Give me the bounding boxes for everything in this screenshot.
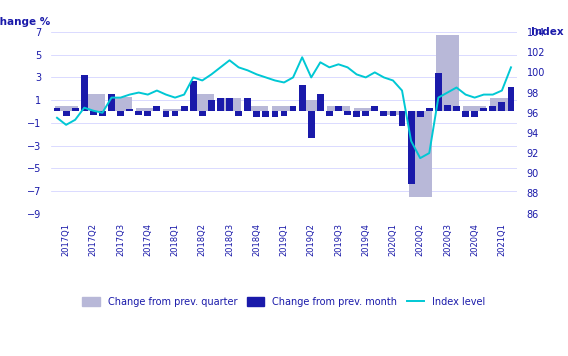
Bar [335,106,342,111]
Bar [417,111,424,117]
Bar [426,108,433,111]
Bar [217,98,224,111]
Bar [399,111,406,126]
Bar [408,111,432,197]
Bar [208,100,215,111]
Bar [172,111,178,116]
Bar [436,36,459,111]
Bar [135,111,142,115]
Bar [272,111,278,117]
Bar [190,81,197,111]
Bar [253,111,260,117]
Bar [90,111,97,115]
Bar [481,108,487,111]
Bar [218,98,241,111]
Bar [362,111,369,116]
Bar [82,94,105,111]
Bar [72,108,78,111]
Bar [164,109,187,111]
Bar [381,111,387,116]
Bar [462,111,469,117]
Bar [281,111,287,116]
Bar [117,111,124,116]
Bar [62,111,69,116]
Bar [262,111,269,117]
Bar [99,111,106,116]
Bar [327,106,350,111]
Bar [81,75,87,111]
Bar [53,108,60,111]
Bar [199,111,206,116]
Bar [108,94,115,111]
Bar [317,94,324,111]
Bar [490,106,496,111]
Bar [226,98,233,111]
Bar [300,100,323,111]
Bar [471,111,478,117]
Bar [153,106,160,111]
Bar [235,111,242,116]
Bar [245,106,268,111]
Bar [308,111,315,137]
Bar [299,85,306,111]
Bar [408,111,415,184]
Bar [244,98,251,111]
Bar [191,94,214,111]
Bar [55,106,78,111]
Legend: Change from prev. quarter, Change from prev. month, Index level: Change from prev. quarter, Change from p… [78,293,490,310]
Bar [162,111,169,117]
Bar [326,111,333,116]
Bar [354,108,377,111]
Bar [109,97,132,111]
Bar [508,87,515,111]
Bar [499,103,506,111]
Bar [136,108,160,111]
Bar [273,106,295,111]
Bar [453,106,460,111]
Bar [490,98,513,111]
Bar [144,111,151,116]
Bar [371,106,378,111]
Bar [126,109,133,111]
Y-axis label: Index: Index [531,27,563,37]
Bar [381,111,404,115]
Bar [390,111,396,116]
Bar [435,73,442,111]
Bar [444,105,451,111]
Bar [344,111,351,115]
Bar [463,106,486,111]
Y-axis label: Change %: Change % [0,17,50,27]
Bar [181,106,187,111]
Bar [353,111,360,117]
Bar [290,106,296,111]
